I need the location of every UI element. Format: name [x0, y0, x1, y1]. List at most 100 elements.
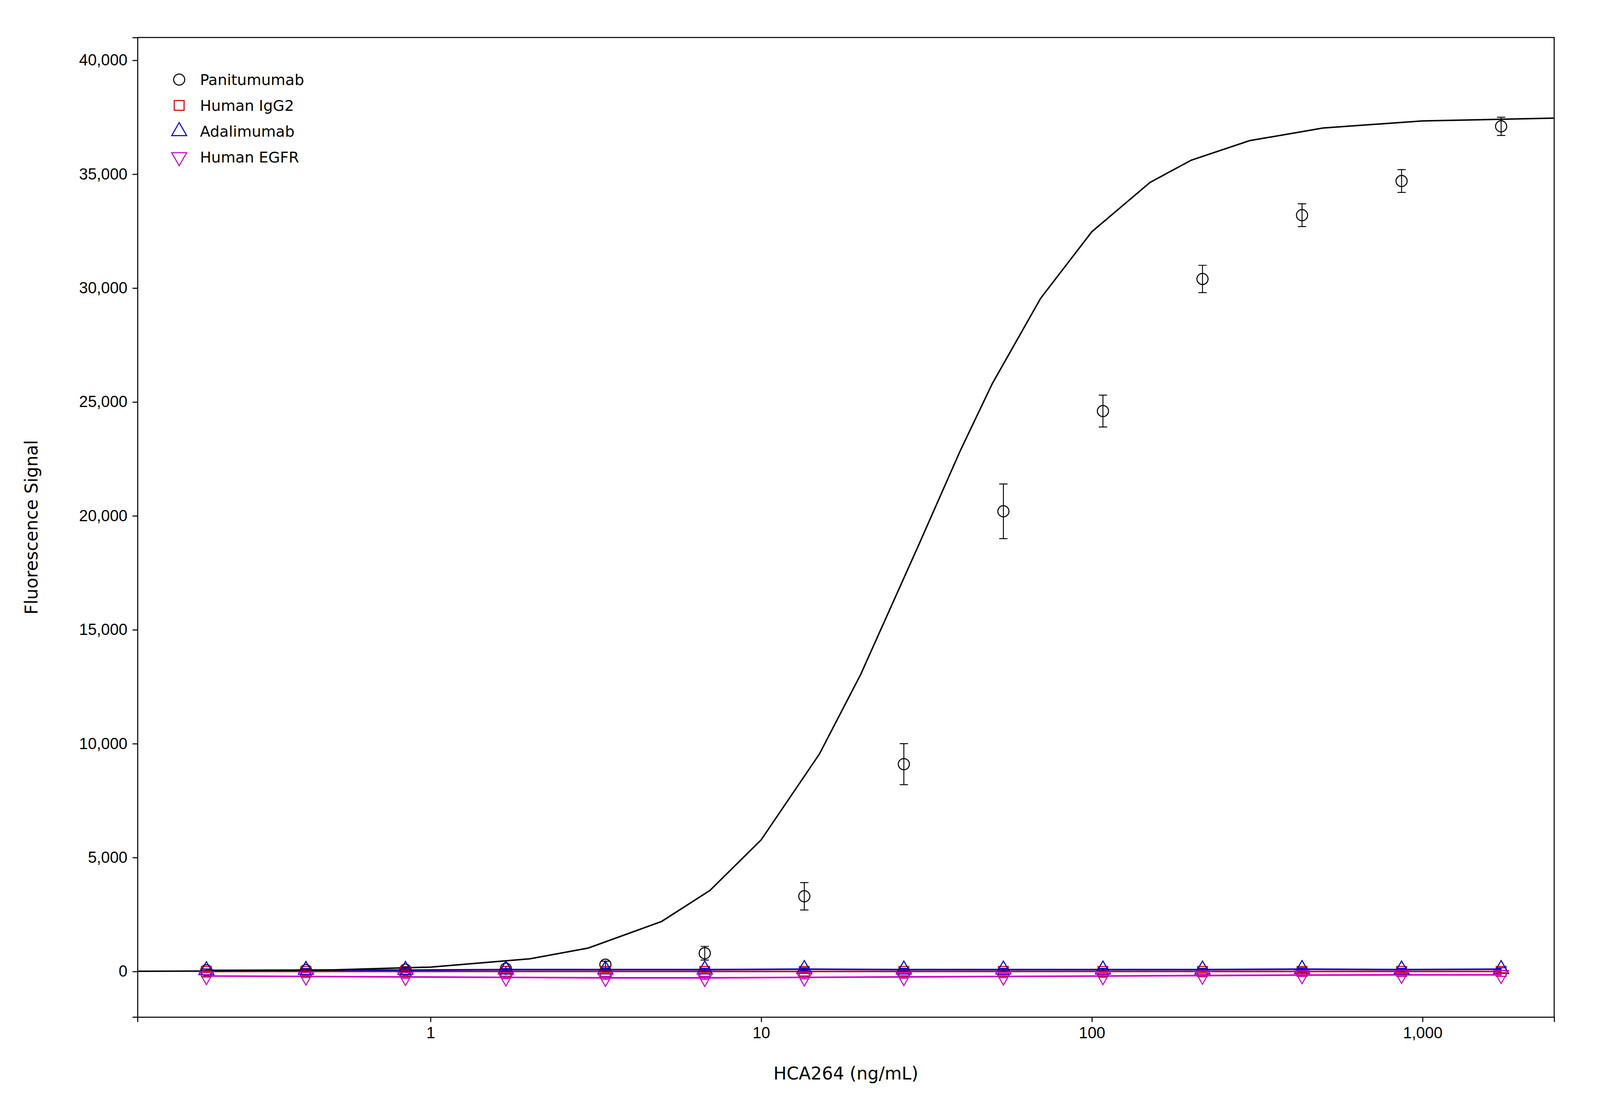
data-point [1195, 971, 1210, 985]
data-point [997, 505, 1010, 518]
legend-item: Human EGFR [171, 148, 300, 166]
error-bar [1098, 968, 1108, 972]
data-point [697, 961, 713, 975]
data-point [198, 961, 214, 975]
error-bar [1397, 169, 1406, 193]
error-bar [401, 975, 410, 979]
data-point [1394, 961, 1410, 975]
x-axis: 1 10 100 1,000 [137, 1017, 1555, 1042]
data-point [798, 890, 810, 903]
y-tick-mark [132, 515, 138, 517]
x-tick-mark [1091, 1017, 1093, 1023]
error-bar [800, 967, 809, 971]
y-tick: 15,000 [79, 620, 138, 639]
y-tick-mark [132, 857, 138, 859]
error-bar [899, 975, 908, 979]
data-point [400, 964, 412, 976]
y-tick-label: 0 [118, 962, 128, 980]
y-tick: 25,000 [79, 392, 138, 411]
y-tick-label: 35,000 [79, 165, 128, 183]
data-point [1294, 960, 1310, 974]
y-tick: 40,000 [79, 51, 138, 69]
error-bar [1297, 967, 1307, 971]
data-point [799, 966, 810, 977]
error-bar [501, 968, 510, 971]
data-point [1493, 960, 1509, 974]
error-bar [1098, 395, 1108, 428]
y-tick-mark [132, 173, 138, 175]
data-point [796, 960, 812, 974]
data-point [498, 961, 514, 975]
data-point [1495, 120, 1507, 133]
error-bar [1297, 203, 1307, 227]
data-point [995, 972, 1011, 985]
data-point [700, 966, 710, 977]
error-bar [800, 975, 809, 980]
data-point [597, 973, 613, 987]
error-bar [301, 975, 310, 978]
error-bar [1198, 968, 1207, 972]
plot: 1 10 100 1,000 0 5,000 10,000 15,000 20,000 25,00… [21, 37, 1555, 1084]
legend-label: Adalimumab [200, 122, 295, 140]
data-point [1297, 966, 1308, 977]
x-tick: 1,000 [1402, 1017, 1443, 1042]
error-bar [1397, 973, 1406, 977]
error-bar [301, 969, 310, 972]
y-tick-mark [132, 629, 138, 631]
legend-label: Human EGFR [200, 148, 300, 166]
error-bar [1497, 117, 1506, 136]
data-point [796, 972, 812, 986]
error-bar [899, 968, 908, 972]
x-axis-line [137, 1017, 1555, 1023]
data-point [1496, 966, 1507, 977]
data-point [198, 971, 214, 985]
series-line [137, 118, 1555, 972]
y-tick-label: 25,000 [79, 392, 128, 411]
y-tick: 20,000 [79, 507, 138, 525]
y-tick-label: 15,000 [79, 620, 128, 639]
legend-marker [173, 74, 185, 86]
data-point [896, 972, 912, 986]
y-tick: 35,000 [79, 165, 138, 183]
data-point [500, 966, 511, 977]
data-point [1095, 971, 1111, 985]
y-tick-label: 10,000 [79, 735, 128, 753]
error-bar [899, 743, 908, 785]
data-point [298, 972, 314, 985]
data-point [898, 758, 910, 770]
error-bar [501, 976, 510, 980]
error-bar [700, 968, 709, 972]
y-tick-mark [132, 971, 138, 973]
error-bar [1198, 974, 1207, 978]
data-point [1395, 175, 1408, 187]
y-tick-label: 20,000 [79, 507, 128, 525]
error-bar [601, 976, 610, 980]
y-tick-mark [132, 401, 138, 403]
data-area [137, 117, 1555, 987]
y-tick-mark [132, 60, 138, 62]
y-tick-label: 30,000 [79, 279, 128, 297]
plot-frame [137, 37, 1555, 1018]
y-tick: 5,000 [87, 848, 138, 867]
error-bar [999, 484, 1008, 539]
y-axis: 0 5,000 10,000 15,000 20,000 25,000 30,000 35,0… [79, 37, 138, 1018]
error-bar [202, 969, 211, 972]
chart: 1 10 100 1,000 0 5,000 10,000 15,000 20,000 25,00… [0, 0, 1600, 1117]
error-bar [999, 975, 1008, 978]
data-point [699, 947, 711, 960]
data-point [1097, 405, 1109, 417]
data-point [1493, 970, 1509, 984]
legend-label: Human IgG2 [200, 97, 295, 115]
x-tick-label: 1,000 [1402, 1024, 1443, 1042]
legend-item: Adalimumab [171, 122, 295, 140]
x-tick-label: 1 [426, 1024, 435, 1042]
data-point [1296, 209, 1308, 221]
error-bar [999, 968, 1008, 972]
y-tick: 0 [118, 962, 138, 980]
error-bar [202, 975, 211, 978]
y-tick-label: 5,000 [87, 848, 128, 867]
data-point [597, 961, 613, 975]
x-tick-label: 100 [1078, 1024, 1105, 1042]
x-tick-label: 10 [752, 1024, 770, 1042]
error-bar [1198, 265, 1207, 293]
